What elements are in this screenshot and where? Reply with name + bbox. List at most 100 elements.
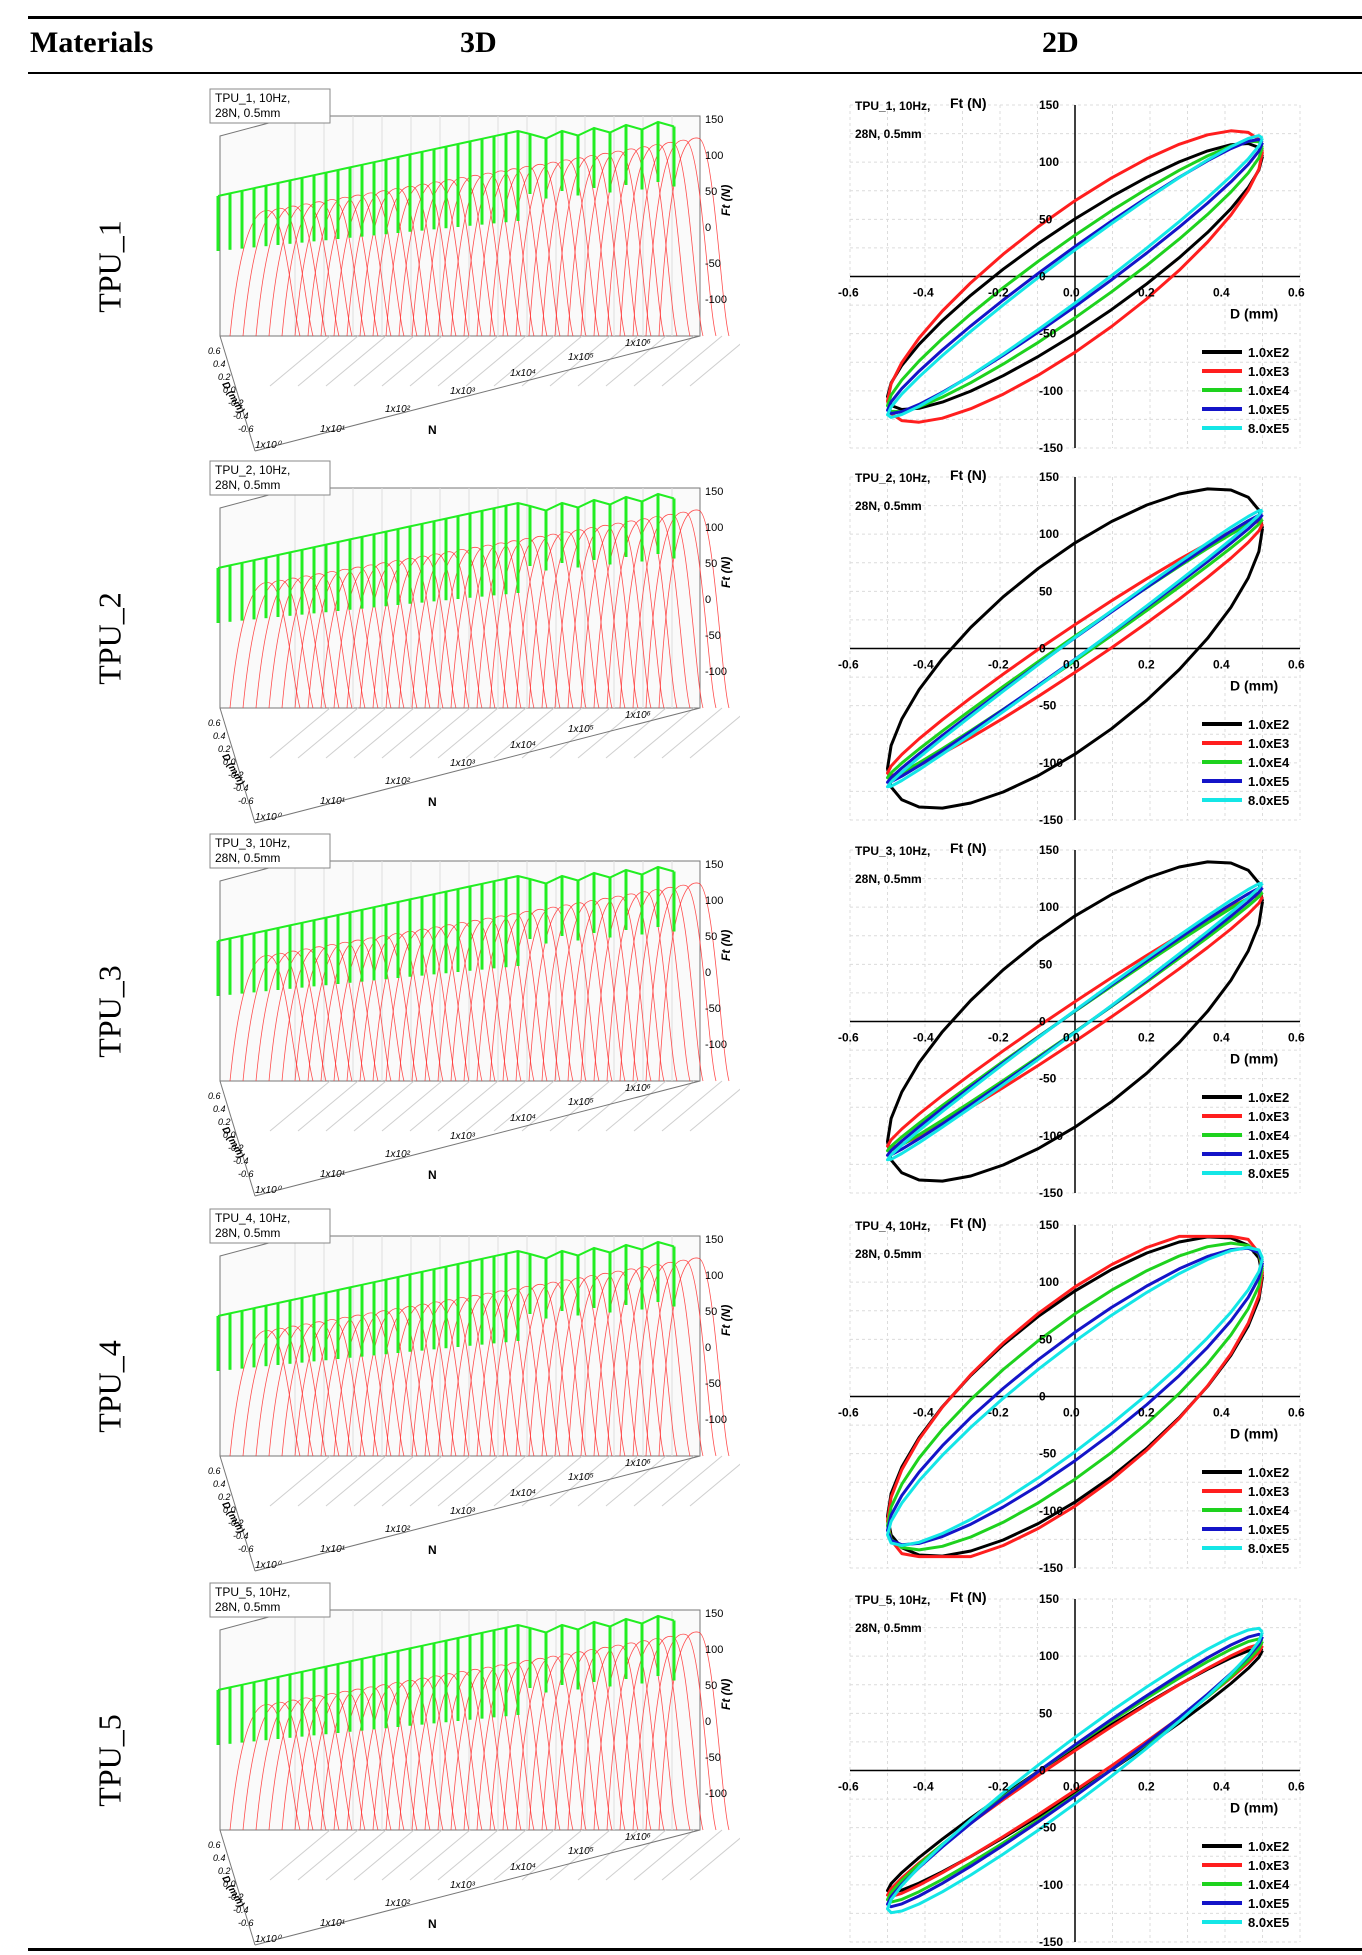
d-axis-line <box>219 1080 256 1197</box>
red-loop-curve <box>502 535 574 709</box>
hysteresis-loop-1.0xE3 <box>886 520 1264 777</box>
red-loop-curve <box>294 1319 366 1457</box>
red-loop-curve <box>450 1292 522 1457</box>
red-loop-curve <box>658 882 730 1082</box>
red-loop-curve <box>307 1690 379 1831</box>
legend-series-label: 1.0xE2 <box>1248 1090 1289 1105</box>
y-tick-label: -150 <box>1039 813 1063 824</box>
x-tick-label: -0.2 <box>988 286 1009 300</box>
y-tick-label: 150 <box>1039 843 1059 857</box>
plot-floor-line <box>465 1080 527 1132</box>
y-tick-label: -50 <box>1039 1821 1057 1835</box>
n-tick-label: 1x10¹ <box>320 1544 346 1555</box>
legend-3d-box <box>209 1582 331 1618</box>
red-loop-curve <box>359 933 431 1082</box>
red-loop-curve <box>411 924 483 1082</box>
red-loop-curve <box>541 529 613 709</box>
red-loop-curve <box>528 1653 600 1831</box>
red-loop-curve <box>593 1268 665 1457</box>
y-tick-label: 100 <box>1039 1275 1059 1289</box>
plot-floor-line <box>353 335 415 387</box>
d-tick-label: -0.4 <box>233 411 249 421</box>
z-tick-label: -50 <box>705 1378 721 1390</box>
red-loop-curve <box>359 1308 431 1457</box>
red-loop-curve <box>372 185 444 337</box>
y-tick-label: 50 <box>1039 1706 1053 1720</box>
legend-series-label: 1.0xE2 <box>1248 1839 1289 1854</box>
z-tick-label: -50 <box>705 258 721 270</box>
red-loop-curve <box>255 1699 327 1831</box>
legend-series-label: 1.0xE4 <box>1248 383 1290 398</box>
x-tick-label: 0.4 <box>1213 1406 1230 1420</box>
legend-3d-line2: 28N, 0.5mm <box>215 1600 280 1614</box>
red-loop-curve <box>294 944 366 1082</box>
red-loop-curve <box>424 922 496 1082</box>
z-tick-label: 150 <box>705 1234 723 1246</box>
plot-floor-line <box>549 1455 611 1507</box>
y-tick-label: -150 <box>1039 441 1063 452</box>
plot-3d: TPU_5, 10Hz,28N, 0.5mm 150 100 50 0 -50 -100 Ft… <box>208 1582 740 1946</box>
legend-series-label: 1.0xE5 <box>1248 774 1289 789</box>
d-axis-line <box>219 1455 256 1572</box>
n-axis-line <box>254 707 701 824</box>
d-tick-label: 0.6 <box>208 1466 221 1476</box>
z-tick-label: -100 <box>705 294 727 306</box>
y-axis-label: Ft (N) <box>950 840 987 856</box>
x-axis-label: D (mm) <box>1230 1800 1278 1816</box>
hysteresis-loop-8.0xE5 <box>886 881 1264 1162</box>
red-loop-curve <box>281 201 353 337</box>
red-loop-curve <box>281 573 353 709</box>
y-tick-label: -150 <box>1039 1186 1063 1197</box>
x-tick-label: -0.6 <box>838 1031 859 1045</box>
z-tick-label: 100 <box>705 1270 723 1282</box>
d-tick-label: -0.2 <box>228 770 244 780</box>
legend-3d-line1: TPU_3, 10Hz, <box>215 836 290 850</box>
y-tick-label: 100 <box>1039 900 1059 914</box>
d-tick-label: -0.6 <box>238 1544 254 1554</box>
z-tick-label: 50 <box>705 558 717 570</box>
red-loop-curve <box>541 1651 613 1831</box>
red-loop-curve <box>645 139 717 337</box>
x-tick-label: 0.2 <box>1138 1031 1155 1045</box>
plot-floor-line <box>577 1829 639 1881</box>
y-tick-label: -100 <box>1039 1878 1063 1892</box>
legend-3d-box <box>209 460 331 496</box>
y-axis-label: Ft (N) <box>950 467 987 483</box>
red-loop-curve <box>229 1330 301 1457</box>
y-axis-label: Ft (N) <box>950 95 987 111</box>
y-tick-label: 150 <box>1039 1218 1059 1232</box>
red-loop-curve <box>268 575 340 709</box>
plot-floor-line <box>689 1463 740 1507</box>
hysteresis-loop-1.0xE4 <box>886 890 1264 1153</box>
z-tick-label: -50 <box>705 1003 721 1015</box>
plot-floor-line <box>493 1080 555 1132</box>
plot-floor-line <box>661 1829 723 1881</box>
red-loop-curve <box>242 207 314 337</box>
z-tick-label: 150 <box>705 114 723 126</box>
plot-floor-line <box>549 1829 611 1881</box>
x-tick-label: -0.4 <box>913 658 934 672</box>
red-loop-curve <box>502 163 574 337</box>
red-loop-curve <box>307 196 379 337</box>
d-tick-label: 0.2 <box>218 1492 231 1502</box>
x-tick-label: -0.2 <box>988 1031 1009 1045</box>
d-tick-label: -0.2 <box>228 398 244 408</box>
red-loop-curve <box>255 1325 327 1457</box>
z-tick-label: 50 <box>705 1680 717 1692</box>
legend-3d-line2: 28N, 0.5mm <box>215 1226 280 1240</box>
plot-floor-line <box>465 707 527 759</box>
material-label: TPU_2 <box>70 448 150 828</box>
plot-floor-line <box>297 335 359 387</box>
legend-series-label: 1.0xE3 <box>1248 1484 1289 1499</box>
y-tick-label: 50 <box>1039 957 1053 971</box>
red-loop-curve <box>528 1279 600 1457</box>
red-loop-curve <box>359 1682 431 1831</box>
red-loop-curve <box>580 522 652 709</box>
x-tick-label: 0.4 <box>1213 1780 1230 1794</box>
legend-series-label: 1.0xE4 <box>1248 1128 1290 1143</box>
d-tick-label: 0.6 <box>208 1091 221 1101</box>
n-axis-label: N <box>428 795 437 809</box>
y-tick-label: -50 <box>1039 699 1057 713</box>
plot-floor-line <box>661 335 723 387</box>
plot-floor-line <box>493 1455 555 1507</box>
